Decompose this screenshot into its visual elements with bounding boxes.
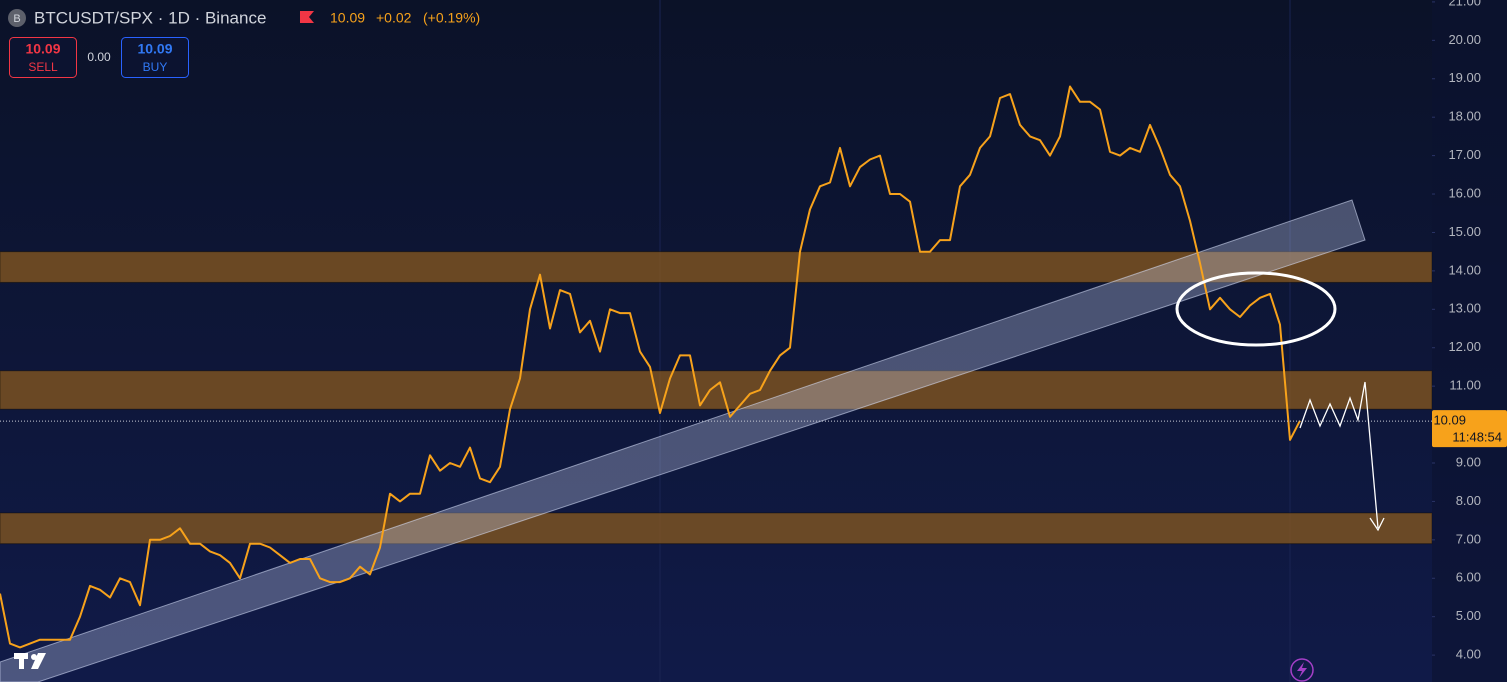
y-tick-label: 13.00 (1448, 301, 1481, 316)
y-tick-label: 9.00 (1456, 454, 1481, 469)
sell-label: SELL (28, 60, 58, 74)
countdown: 11:48:54 (1452, 430, 1502, 445)
zone (0, 512, 1433, 545)
last-price-tag (1432, 410, 1507, 448)
y-tick-label: 16.00 (1448, 185, 1481, 200)
sell-button[interactable] (9, 37, 77, 78)
y-tick-label: 18.00 (1448, 109, 1481, 124)
y-tick-label: 20.00 (1448, 32, 1481, 47)
header-change: +0.02 (376, 10, 412, 26)
buy-label: BUY (143, 60, 168, 74)
zone (0, 251, 1433, 283)
projection-path (1299, 381, 1379, 529)
spread: 0.00 (87, 50, 111, 64)
trend-channel (0, 199, 1366, 682)
header-price: 10.09 (330, 10, 365, 26)
symbol-icon (8, 9, 26, 27)
y-tick-label: 15.00 (1448, 224, 1481, 239)
axis-background (1432, 0, 1507, 682)
arrow-head (1369, 517, 1385, 532)
lightning-bolt (1297, 662, 1307, 678)
header-change-pct: (+0.19%) (423, 10, 480, 26)
y-tick-label: 19.00 (1448, 70, 1481, 85)
zones (0, 251, 1433, 545)
y-tick-label: 14.00 (1448, 262, 1481, 277)
y-tick-label: 21.00 (1448, 0, 1481, 8)
buy-price: 10.09 (137, 41, 172, 57)
sell-price: 10.09 (25, 41, 60, 57)
y-tick-label: 8.00 (1456, 493, 1481, 508)
plot (0, 85, 1432, 649)
zone (0, 370, 1433, 410)
lightning-icon[interactable] (1290, 658, 1314, 682)
y-tick-label: 4.00 (1456, 647, 1481, 662)
highlight-ellipse (1175, 271, 1337, 347)
y-tick-label: 12.00 (1448, 339, 1481, 354)
symbol-icon-letter: B (13, 13, 20, 25)
y-tick-label: 6.00 (1456, 570, 1481, 585)
last-price-label: 10.09 (1433, 413, 1466, 428)
flag-icon[interactable] (300, 11, 314, 23)
y-tick-label: 17.00 (1448, 147, 1481, 162)
y-tick-label: 7.00 (1456, 531, 1481, 546)
y-tick-label: 5.00 (1456, 608, 1481, 623)
tv-logo (14, 653, 46, 669)
buy-button[interactable] (121, 37, 189, 78)
symbol-title[interactable]: BTCUSDT/SPX · 1D · Binance (34, 8, 266, 27)
price-line (0, 85, 1301, 649)
price-axis: 4.005.006.007.008.009.0010.0011.0012.001… (1432, 0, 1507, 682)
y-tick-label: 11.00 (1449, 378, 1481, 393)
